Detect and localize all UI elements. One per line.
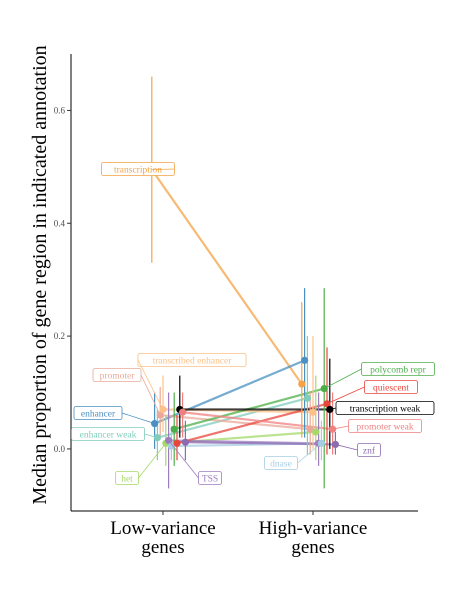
series-label-text: promoter bbox=[100, 372, 136, 382]
point-polycomb-repr bbox=[171, 426, 178, 433]
series-label-connector bbox=[335, 444, 357, 450]
series-label-text: transcription bbox=[114, 166, 162, 176]
series-label-promoter: promoter bbox=[93, 369, 141, 382]
point-het bbox=[312, 428, 319, 435]
series-label-transcribed-enhancer: transcribed enhancer bbox=[138, 354, 246, 367]
series-label-polycomb-repr: polycomb repr bbox=[362, 363, 435, 376]
series-label-text: enhancer weak bbox=[80, 431, 137, 441]
series-label-transcription-weak: transcription weak bbox=[336, 402, 434, 415]
y-ticks: 0.0 0.2 0.4 0.6 bbox=[54, 105, 71, 454]
y-tick-label: 0.0 bbox=[54, 444, 66, 454]
point-znf bbox=[182, 439, 189, 446]
series-label-connector bbox=[139, 443, 166, 478]
series-label-text: znf bbox=[363, 446, 376, 457]
series-label-connector bbox=[122, 413, 155, 424]
y-axis-title: Median proportion of gene region in indi… bbox=[29, 45, 51, 504]
y-tick-label: 0.4 bbox=[54, 218, 66, 228]
series-label-enhancer: enhancer bbox=[74, 407, 122, 420]
series-label-text: promoter weak bbox=[356, 423, 413, 433]
series-label-enhancer-weak: enhancer weak bbox=[72, 428, 145, 441]
series-label-text: transcribed enhancer bbox=[153, 357, 233, 367]
point-promoter-weak bbox=[179, 409, 186, 416]
series-label-dnase: dnase bbox=[265, 457, 298, 470]
point-enhancer-weak bbox=[304, 395, 311, 402]
series-label-text: dnase bbox=[270, 460, 292, 470]
x-category-label: Low-variance bbox=[110, 518, 216, 539]
series-label-promoter-weak: promoter weak bbox=[349, 420, 422, 433]
series-label-het: het bbox=[116, 472, 139, 485]
point-transcription bbox=[298, 380, 305, 387]
point-enhancer bbox=[301, 357, 308, 364]
point-transcribed-enhancer bbox=[309, 409, 316, 416]
x-category-label: genes bbox=[291, 537, 334, 558]
series-label-text: transcription weak bbox=[350, 405, 421, 415]
x-category-label: genes bbox=[141, 537, 184, 558]
series-label-text: TSS bbox=[202, 475, 218, 485]
point-quiescent bbox=[173, 440, 180, 447]
y-tick-label: 0.6 bbox=[54, 105, 66, 115]
series-line-transcription bbox=[152, 170, 302, 384]
series-label-connector bbox=[298, 443, 322, 463]
series-label-znf: znf bbox=[358, 444, 381, 457]
series-label-connector bbox=[138, 360, 163, 409]
series-label-TSS: TSS bbox=[199, 472, 222, 485]
series-label-text: polycomb repr bbox=[370, 366, 427, 376]
series-label-connector bbox=[141, 375, 160, 415]
series-label-text: quiescent bbox=[373, 384, 409, 394]
series-label-quiescent: quiescent bbox=[365, 381, 418, 394]
x-category-label: High-variance bbox=[259, 518, 368, 539]
series-label-text: het bbox=[121, 475, 133, 485]
y-tick-label: 0.2 bbox=[54, 331, 65, 341]
series-label-text: enhancer bbox=[81, 410, 116, 420]
